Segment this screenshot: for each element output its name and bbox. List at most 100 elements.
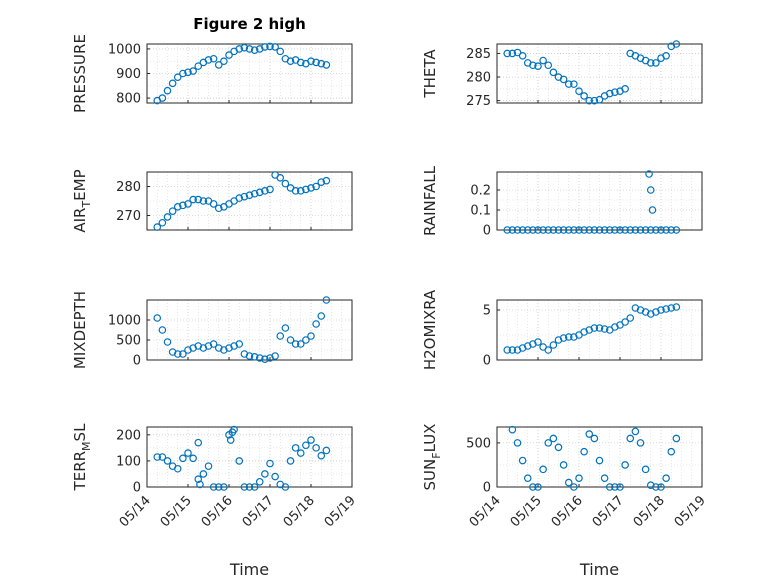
data-point	[626, 226, 635, 234]
data-point	[662, 305, 670, 313]
data-point	[626, 434, 635, 443]
y-axis-label: MIXDEPTH	[71, 291, 89, 369]
data-point	[518, 456, 527, 465]
data-point	[163, 213, 172, 221]
data-point	[261, 355, 269, 364]
data-point	[240, 43, 249, 52]
data-point	[286, 457, 295, 465]
series-mixdepth	[153, 296, 331, 364]
data-point	[672, 303, 681, 311]
data-point	[179, 350, 187, 358]
data-point	[636, 226, 645, 234]
data-point	[590, 434, 599, 443]
data-point	[544, 346, 553, 354]
x-tick-label: 05/18	[281, 493, 318, 530]
data-point	[255, 45, 264, 53]
data-point	[575, 474, 583, 482]
data-point	[559, 75, 568, 84]
data-point	[513, 48, 522, 57]
data-point	[621, 226, 629, 234]
data-point	[173, 203, 182, 211]
y-axis-label: RAINFALL	[421, 165, 439, 236]
data-point	[549, 68, 558, 77]
data-point	[255, 354, 264, 362]
data-point	[220, 57, 228, 66]
x-tick-label: 05/18	[631, 493, 668, 530]
data-point	[261, 470, 269, 478]
data-point	[189, 67, 197, 75]
data-point	[631, 427, 640, 436]
x-tick-label: 05/19	[322, 493, 359, 530]
data-point	[534, 62, 542, 70]
y-tick-label: 0	[133, 481, 141, 496]
data-point	[621, 318, 629, 326]
data-point	[575, 226, 583, 234]
axes-frame	[146, 426, 353, 488]
data-point	[564, 80, 573, 88]
data-point	[173, 73, 182, 81]
data-point	[616, 226, 624, 234]
data-point	[657, 306, 665, 314]
data-point	[559, 226, 568, 234]
data-point	[184, 449, 192, 457]
data-point	[600, 325, 609, 333]
data-point	[194, 62, 203, 70]
data-point	[179, 454, 187, 463]
data-point	[575, 87, 583, 96]
data-point	[595, 324, 604, 332]
data-point	[281, 324, 290, 332]
y-tick-label: 900	[116, 67, 141, 82]
data-point	[276, 174, 285, 182]
x-tick-label: 05/19	[672, 493, 709, 530]
data-point	[245, 191, 254, 200]
data-point	[570, 483, 578, 491]
series-air-temp	[153, 171, 331, 231]
data-point	[559, 461, 568, 469]
chart-title: Figure 2 high	[193, 15, 306, 33]
y-axis-label: AIRTEMP	[71, 169, 93, 232]
data-point	[544, 61, 553, 70]
data-point	[662, 474, 670, 482]
data-point	[580, 447, 588, 456]
data-point	[611, 483, 619, 491]
data-point	[296, 58, 305, 67]
series-theta	[503, 40, 681, 105]
data-point	[672, 40, 681, 48]
data-point	[312, 58, 320, 67]
axes-frame	[496, 171, 703, 231]
data-point	[245, 45, 254, 53]
y-axis-label: TERRMSL	[71, 423, 93, 492]
data-point	[240, 192, 249, 201]
y-tick-label: 500	[116, 334, 141, 349]
data-point	[667, 304, 676, 312]
y-tick-label: 5	[483, 304, 491, 319]
data-point	[214, 204, 223, 213]
data-point	[250, 189, 259, 198]
data-point	[240, 483, 249, 491]
x-tick-label: 05/15	[158, 493, 195, 530]
y-tick-label: 500	[466, 436, 491, 451]
data-point	[513, 439, 522, 447]
axes-frame	[146, 171, 353, 231]
data-point	[250, 352, 259, 361]
y-tick-label: 0	[483, 354, 491, 369]
y-tick-label: 100	[116, 454, 141, 469]
y-tick-label: 1000	[108, 42, 141, 57]
y-tick-label: 285	[466, 47, 491, 62]
data-point	[255, 188, 264, 197]
data-point	[199, 470, 208, 478]
data-point	[549, 434, 558, 443]
data-point	[554, 226, 563, 234]
data-point	[271, 472, 279, 481]
data-point	[235, 340, 244, 348]
data-point	[266, 459, 274, 468]
series-h2o-mixing-ratio	[503, 303, 681, 354]
y-axis-label: THETA	[421, 49, 439, 99]
axes-frame	[146, 43, 353, 104]
data-point	[225, 51, 233, 59]
data-point	[250, 46, 259, 54]
subplot-h2o-mixing-ratio: 0 5 H2OMIXRA	[421, 289, 703, 370]
data-point	[261, 43, 269, 51]
data-point	[214, 61, 223, 69]
data-point	[605, 226, 614, 234]
